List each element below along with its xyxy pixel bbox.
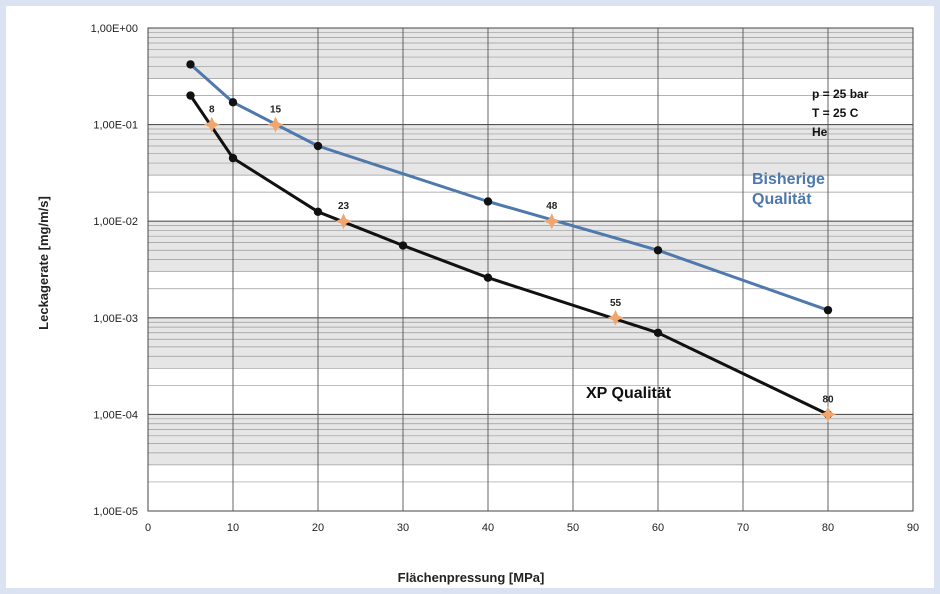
data-point — [228, 98, 238, 107]
data-point — [186, 91, 195, 100]
data-point — [313, 141, 323, 151]
annotation-temperature: T = 25 C — [812, 106, 859, 120]
highlight-label: 15 — [270, 105, 282, 116]
x-axis-title: Flächenpressung [MPa] — [398, 570, 545, 585]
highlight-label: 80 — [822, 394, 834, 405]
data-point — [483, 273, 493, 282]
highlight-marker — [335, 213, 352, 230]
series-label-bisherige-line1: Bisherige — [752, 171, 825, 188]
data-point — [186, 60, 195, 69]
y-tick-label: 1,00E-02 — [93, 216, 138, 228]
plot-band — [148, 317, 913, 369]
x-tick-label: 60 — [652, 522, 664, 534]
plot-band — [148, 221, 913, 272]
series-line-bisherige — [189, 63, 829, 312]
highlight-label: 23 — [338, 201, 350, 212]
y-tick-label: 1,00E-04 — [93, 409, 138, 421]
highlight-marker — [203, 116, 220, 133]
highlight-label: 8 — [209, 105, 215, 116]
leakage-rate-chart: 0 10 20 30 40 50 60 70 80 90 1,00E+00 1,00E-01 1,00E… — [36, 23, 920, 585]
data-point — [653, 246, 663, 255]
annotation-pressure: p = 25 bar — [812, 87, 869, 101]
plot-frame — [147, 27, 914, 512]
grid-lines — [147, 27, 914, 512]
x-tick-label: 80 — [822, 522, 834, 534]
x-tick-label: 50 — [567, 522, 579, 534]
plot-band — [148, 124, 913, 176]
series-label-bisherige-line2: Qualität — [752, 191, 812, 208]
plot-band — [148, 414, 913, 465]
data-point — [823, 305, 833, 315]
plot-bands — [148, 28, 913, 465]
highlight-marker — [267, 116, 284, 133]
y-tick-label: 1,00E-01 — [93, 120, 138, 132]
highlight-marker — [820, 406, 836, 423]
series-label-xp: XP Qualität — [586, 385, 672, 402]
x-tick-label: 0 — [145, 522, 151, 534]
y-tick-label: 1,00E+00 — [91, 23, 138, 35]
x-tick-label: 20 — [312, 522, 324, 534]
plot-band — [148, 28, 913, 79]
highlight-marker — [543, 213, 560, 230]
data-point — [483, 197, 493, 206]
data-point — [228, 153, 238, 163]
highlight-markers: 15 48 8 23 55 80 — [203, 105, 836, 423]
y-tick-label: 1,00E-03 — [93, 313, 138, 325]
highlight-label: 55 — [610, 298, 622, 309]
data-point — [398, 241, 408, 250]
y-axis-title: Leckagerate [mg/m/s] — [36, 196, 51, 330]
data-point — [653, 328, 663, 337]
highlight-label: 48 — [546, 201, 558, 212]
tick-labels: 0 10 20 30 40 50 60 70 80 90 1,00E+00 1,00E-01 1,00E… — [91, 23, 920, 534]
annotation-gas: He — [812, 125, 828, 139]
x-tick-label: 90 — [907, 522, 919, 534]
y-tick-label: 1,00E-05 — [93, 506, 138, 518]
chart-panel: 0 10 20 30 40 50 60 70 80 90 1,00E+00 1,00E-01 1,00E… — [6, 6, 934, 588]
highlight-marker — [607, 309, 624, 326]
data-point — [313, 207, 323, 217]
x-tick-label: 10 — [227, 522, 239, 534]
x-tick-label: 40 — [482, 522, 494, 534]
x-tick-label: 30 — [397, 522, 409, 534]
x-tick-label: 70 — [737, 522, 749, 534]
data-markers — [186, 60, 833, 419]
